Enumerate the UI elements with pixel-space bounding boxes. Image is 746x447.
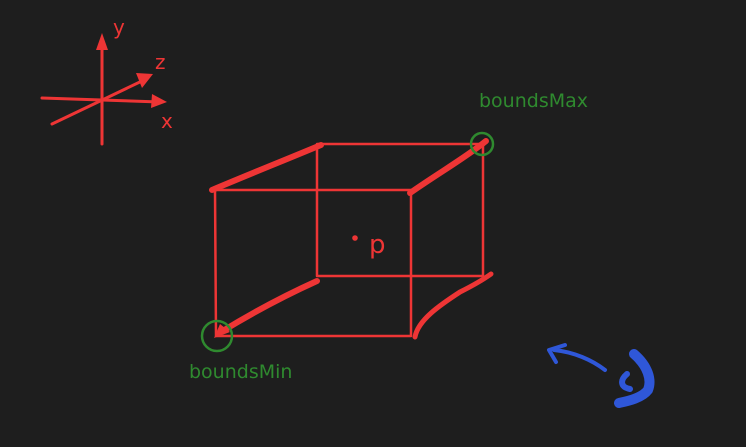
rotate-hook-inner [619, 371, 633, 392]
bounds-max-marker [469, 131, 495, 157]
box-edge-bottom-right [412, 271, 494, 340]
bounds-max-label: boundsMax [479, 90, 588, 112]
x-axis-arrowhead [151, 94, 167, 108]
box-edge-top-left [209, 142, 324, 193]
rotate-arrow-shaft [552, 348, 607, 372]
axis-gizmo: y z x [40, 15, 173, 146]
axis-label-z: z [155, 50, 166, 74]
axis-label-y: y [113, 15, 125, 39]
rotate-hook [614, 349, 655, 408]
rotate-arrow-head [547, 343, 567, 364]
z-axis [50, 78, 146, 126]
point-p-label: p [369, 230, 386, 260]
y-axis-arrowhead [96, 33, 108, 50]
bounds-min-marker [200, 319, 234, 353]
axis-label-x: x [161, 109, 173, 133]
rotate-arrow-icon [547, 343, 655, 408]
point-p-dot [352, 235, 358, 241]
z-axis-arrowhead [136, 73, 153, 88]
bounding-box [209, 138, 494, 340]
bounds-min-label: boundsMin [189, 361, 292, 383]
box-edge-bottom-left [218, 278, 320, 335]
box-edge-top-right [407, 138, 489, 196]
box-back-face [315, 142, 485, 278]
box-front-face [213, 188, 413, 338]
bounds-min-arrowhead [214, 324, 230, 338]
